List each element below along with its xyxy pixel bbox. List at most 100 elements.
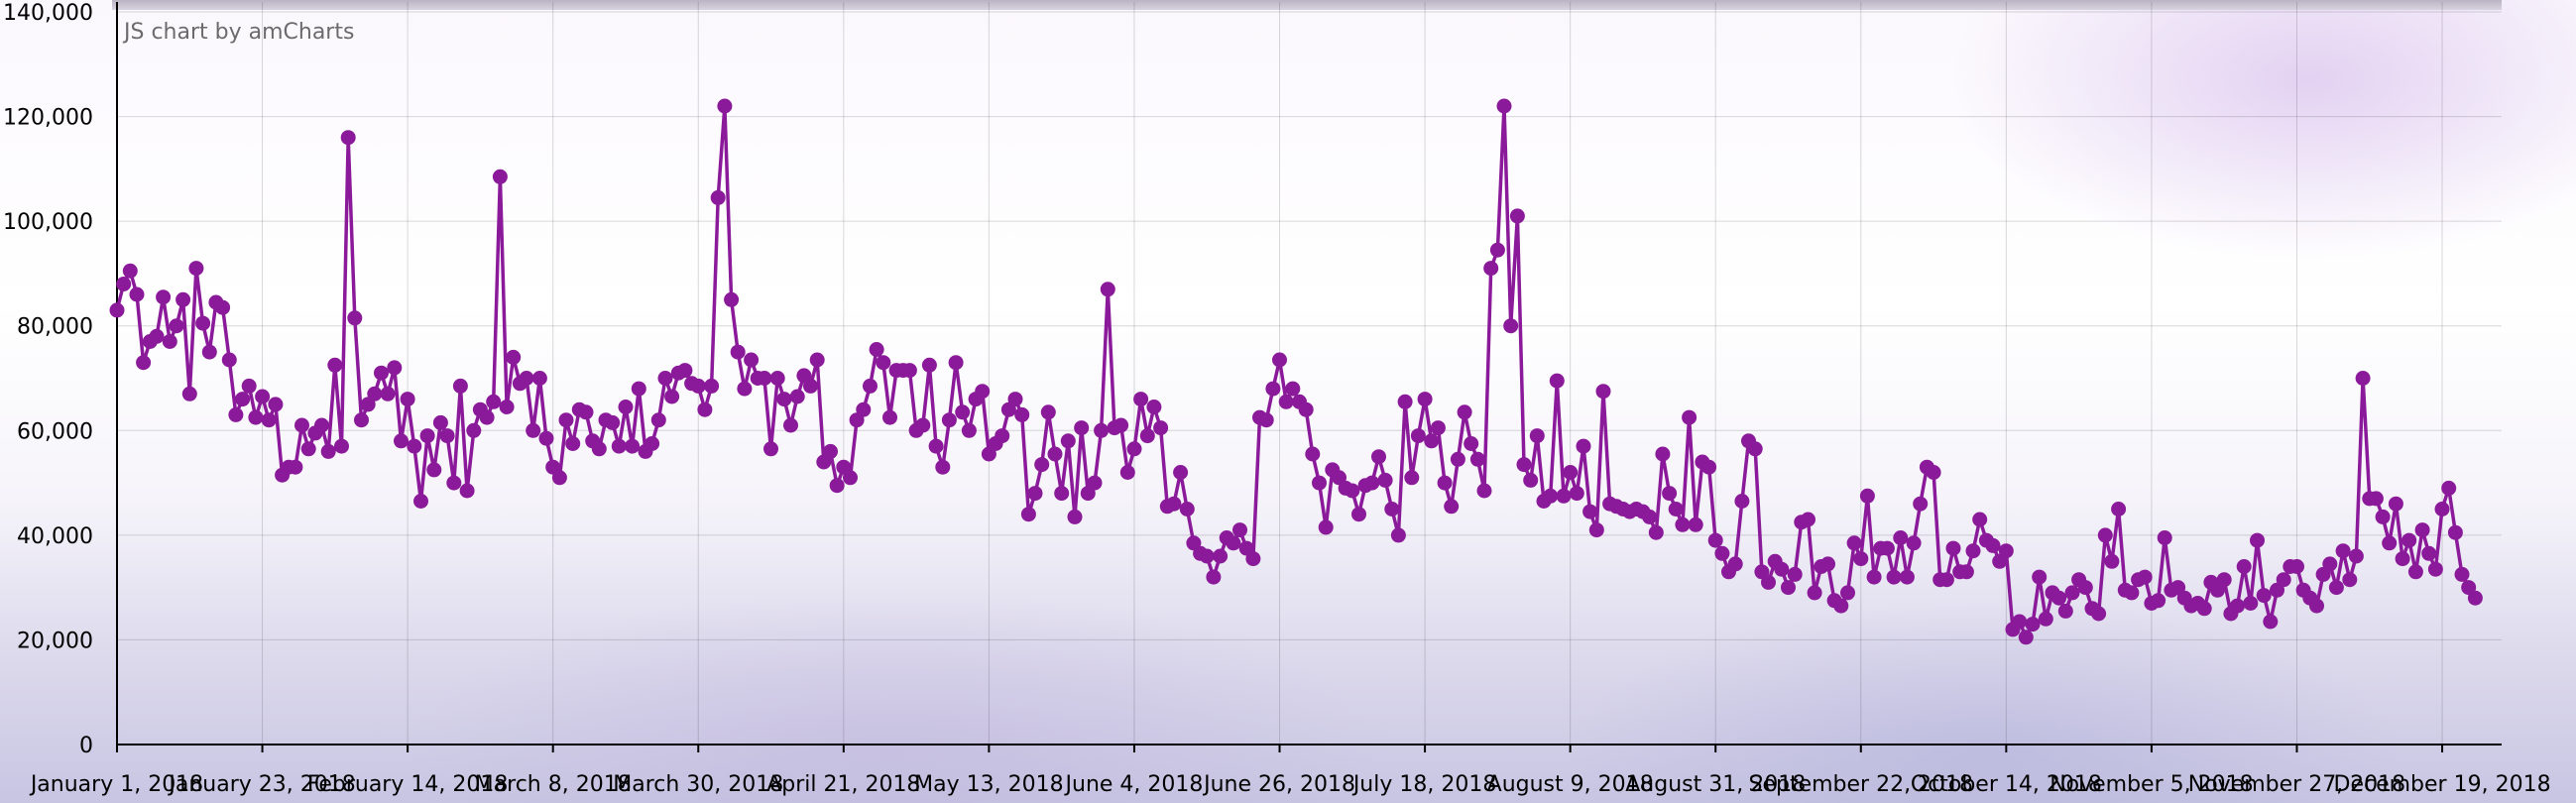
data-point[interactable] [2151, 593, 2166, 609]
data-point[interactable] [188, 261, 204, 277]
data-point[interactable] [261, 412, 277, 428]
data-point[interactable] [2342, 572, 2358, 588]
data-point[interactable] [776, 392, 792, 407]
data-point[interactable] [975, 384, 991, 400]
data-point[interactable] [611, 438, 627, 454]
data-point[interactable] [1074, 420, 1090, 436]
data-point[interactable] [2368, 491, 2384, 507]
data-point[interactable] [869, 342, 884, 357]
data-point[interactable] [1173, 465, 1189, 480]
data-point[interactable] [407, 438, 422, 454]
data-point[interactable] [2012, 614, 2028, 630]
data-point[interactable] [769, 371, 785, 386]
data-point[interactable] [1444, 499, 1460, 515]
data-point[interactable] [565, 436, 581, 451]
data-point[interactable] [1879, 540, 1895, 556]
data-point[interactable] [2289, 559, 2304, 574]
data-point[interactable] [1503, 318, 1519, 334]
data-point[interactable] [901, 363, 917, 379]
data-point[interactable] [1688, 516, 1703, 532]
data-point[interactable] [235, 392, 251, 407]
data-point[interactable] [300, 441, 316, 457]
data-point[interactable] [1926, 465, 1941, 480]
data-point[interactable] [1298, 402, 1314, 417]
data-point[interactable] [314, 417, 329, 433]
data-point[interactable] [1020, 507, 1036, 522]
data-point[interactable] [129, 287, 145, 302]
data-point[interactable] [506, 349, 522, 365]
data-point[interactable] [2216, 572, 2232, 588]
data-point[interactable] [650, 412, 666, 428]
data-point[interactable] [1569, 486, 1584, 502]
data-point[interactable] [241, 378, 257, 394]
data-point[interactable] [1913, 496, 1929, 512]
data-point[interactable] [1642, 509, 1658, 524]
data-point[interactable] [1556, 488, 1572, 504]
data-point[interactable] [288, 459, 303, 475]
data-point[interactable] [2447, 524, 2463, 540]
data-point[interactable] [1761, 574, 1776, 590]
data-point[interactable] [1906, 535, 1922, 551]
data-point[interactable] [876, 355, 891, 371]
data-point[interactable] [2395, 551, 2410, 567]
data-point[interactable] [2091, 606, 2107, 622]
data-point[interactable] [1305, 446, 1321, 462]
data-point[interactable] [367, 386, 383, 402]
data-point[interactable] [2111, 502, 2127, 516]
data-point[interactable] [955, 404, 971, 420]
data-point[interactable] [618, 400, 634, 414]
data-point[interactable] [419, 428, 435, 444]
data-point[interactable] [380, 386, 396, 402]
data-point[interactable] [1404, 470, 1420, 486]
data-point[interactable] [1285, 381, 1301, 397]
data-point[interactable] [1655, 446, 1671, 462]
data-point[interactable] [823, 443, 838, 459]
data-point[interactable] [2196, 601, 2212, 617]
data-point[interactable] [1007, 392, 1023, 407]
data-point[interactable] [2434, 502, 2450, 516]
data-point[interactable] [1648, 524, 1664, 540]
data-point[interactable] [744, 352, 760, 368]
data-point[interactable] [2375, 509, 2391, 524]
data-point[interactable] [195, 315, 211, 331]
data-point[interactable] [1833, 598, 1849, 614]
data-point[interactable] [737, 381, 753, 397]
data-point[interactable] [2355, 371, 2371, 386]
data-point[interactable] [1450, 451, 1465, 467]
data-point[interactable] [809, 352, 825, 368]
data-point[interactable] [1345, 483, 1360, 499]
data-point[interactable] [1417, 392, 1433, 407]
data-point[interactable] [1034, 457, 1050, 473]
data-point[interactable] [2348, 548, 2364, 564]
data-point[interactable] [327, 357, 343, 373]
data-point[interactable] [1668, 502, 1684, 516]
data-point[interactable] [2309, 598, 2324, 614]
data-point[interactable] [1543, 488, 1559, 504]
data-point[interactable] [1377, 472, 1393, 488]
data-point[interactable] [961, 422, 977, 438]
data-point[interactable] [149, 328, 165, 344]
data-point[interactable] [2427, 561, 2443, 577]
data-point[interactable] [347, 310, 363, 326]
data-point[interactable] [915, 417, 931, 433]
data-point[interactable] [789, 389, 805, 404]
data-point[interactable] [499, 400, 515, 414]
data-point[interactable] [2038, 611, 2053, 627]
data-point[interactable] [724, 291, 740, 307]
data-point[interactable] [1424, 433, 1440, 449]
data-point[interactable] [1100, 282, 1115, 297]
data-point[interactable] [1747, 441, 1763, 457]
data-point[interactable] [400, 392, 415, 407]
data-point[interactable] [1232, 522, 1247, 538]
data-point[interactable] [1509, 208, 1525, 224]
data-point[interactable] [1166, 496, 1182, 512]
data-point[interactable] [1060, 433, 1076, 449]
data-point[interactable] [690, 378, 706, 394]
data-point[interactable] [320, 443, 336, 459]
data-point[interactable] [1245, 551, 1261, 567]
data-point[interactable] [1014, 406, 1030, 422]
data-point[interactable] [201, 344, 217, 360]
data-point[interactable] [1094, 422, 1110, 438]
data-point[interactable] [1067, 509, 1083, 524]
data-point[interactable] [116, 277, 132, 291]
